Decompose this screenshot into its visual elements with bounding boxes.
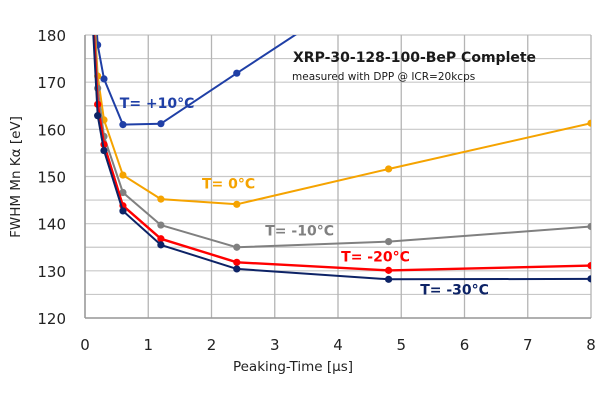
x-tick-label: 5 [396, 336, 406, 354]
data-point [119, 188, 127, 197]
series-line [93, 35, 591, 249]
y-tick-label: 140 [37, 216, 66, 234]
x-axis-label: Peaking-Time [µs] [233, 359, 353, 375]
data-point [157, 241, 165, 249]
data-point [587, 222, 591, 231]
data-point [157, 195, 165, 203]
x-tick-label: 7 [523, 336, 533, 354]
series-line [92, 35, 591, 281]
x-tick-label: 8 [586, 336, 596, 354]
data-point [385, 275, 393, 283]
data-point [233, 258, 241, 266]
chart-subtitle: measured with DPP @ ICR=20kcps [292, 71, 475, 83]
series-label: T= 0°C [202, 176, 255, 192]
x-tick-label: 3 [270, 336, 280, 354]
chart-title: XRP-30-128-100-BeP Complete [293, 50, 536, 66]
series-4 [88, 0, 591, 283]
data-point [100, 75, 108, 83]
x-tick-label: 0 [80, 336, 90, 354]
data-point [233, 200, 241, 208]
axes [84, 35, 591, 319]
y-tick-label: 120 [37, 310, 66, 328]
series-label: T= -30°C [420, 282, 489, 298]
series-line [94, 35, 591, 206]
y-tick-label: 130 [37, 263, 66, 281]
series-label: T= -10°C [265, 223, 334, 239]
tick-labels: 0 1 2 3 4 5 6 7 8 120 130 140 150 160 170 180 [37, 27, 595, 354]
data-point [587, 119, 591, 127]
data-point [157, 221, 165, 229]
data-point [119, 171, 127, 179]
x-tick-label: 1 [143, 336, 153, 354]
x-tick-label: 6 [460, 336, 470, 354]
data-point [587, 275, 591, 283]
data-point [385, 165, 393, 173]
y-tick-label: 160 [37, 121, 66, 139]
series-3 [92, 35, 591, 274]
data-point [233, 265, 241, 273]
data-point [385, 266, 393, 274]
series-label: T= +10°C [120, 96, 195, 112]
data-point [233, 69, 241, 77]
data-point [385, 237, 393, 246]
data-point [100, 146, 108, 155]
data-point [233, 243, 241, 251]
x-tick-label: 2 [207, 336, 217, 354]
y-tick-label: 170 [37, 74, 66, 92]
series-layer [88, 0, 591, 283]
series-line [92, 35, 591, 272]
y-tick-label: 150 [37, 169, 66, 187]
data-point [157, 235, 165, 243]
series-labels: T= +10°C T= 0°C T= -10°C T= -20°C T= -30°C [120, 96, 489, 298]
data-point [587, 262, 591, 270]
series-label: T= -20°C [341, 249, 410, 265]
data-point [94, 112, 102, 120]
series-2 [93, 35, 591, 251]
data-point [119, 121, 127, 129]
series-0 [94, 35, 297, 129]
data-point [88, 0, 95, 1]
x-tick-label: 4 [333, 336, 343, 354]
data-point [157, 120, 165, 128]
y-axis-label: FWHM Mn Kα [eV] [8, 116, 24, 238]
y-tick-label: 180 [37, 27, 66, 45]
data-point [119, 207, 127, 215]
